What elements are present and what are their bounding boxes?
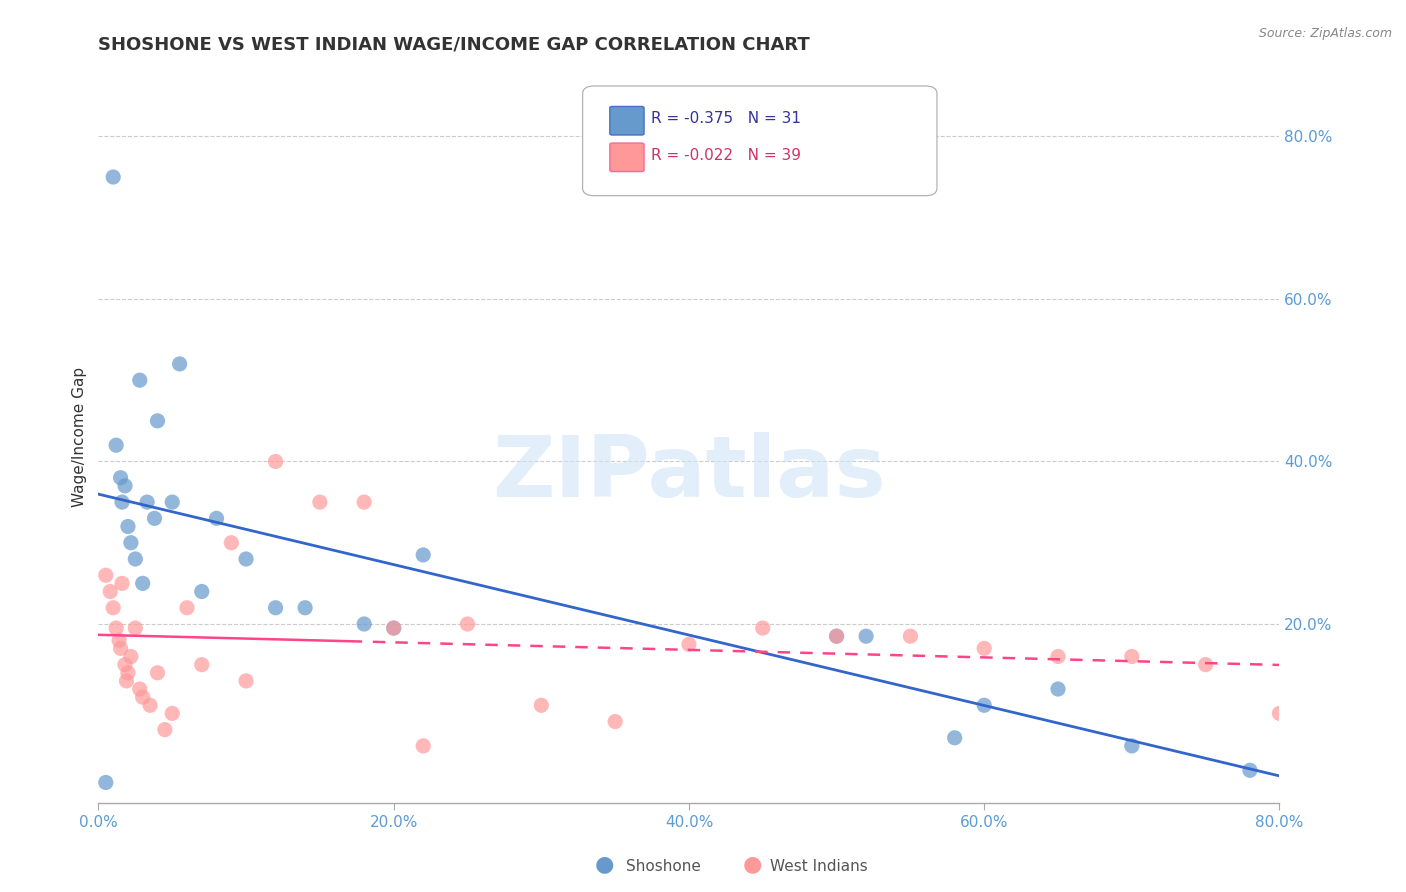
Point (103, 169, 125, 184)
Point (111, 495, 134, 509)
Text: West Indians: West Indians (770, 859, 869, 874)
Point (1046, 649, 1069, 664)
Point (105, 438, 128, 452)
Point (132, 576, 155, 591)
Point (94, 775, 117, 789)
Point (205, 511, 228, 525)
Point (264, 600, 287, 615)
Text: R = -0.022   N = 39: R = -0.022 N = 39 (651, 148, 801, 163)
FancyBboxPatch shape (610, 106, 644, 135)
Point (382, 621, 405, 635)
Point (153, 723, 176, 737)
Point (146, 414, 169, 428)
Point (162, 706, 183, 721)
Point (128, 681, 150, 696)
Point (605, 714, 627, 729)
Point (1121, 649, 1143, 664)
Point (124, 552, 146, 566)
Point (132, 690, 155, 705)
Text: ZIPatlas: ZIPatlas (492, 432, 886, 516)
Point (973, 641, 995, 656)
Point (353, 617, 375, 632)
Text: SHOSHONE VS WEST INDIAN WAGE/INCOME GAP CORRELATION CHART: SHOSHONE VS WEST INDIAN WAGE/INCOME GAP … (98, 36, 810, 54)
Text: ●: ● (595, 855, 614, 874)
Point (191, 584, 214, 599)
Point (117, 665, 139, 680)
Text: Shoshone: Shoshone (626, 859, 700, 874)
Point (110, 641, 132, 656)
FancyBboxPatch shape (582, 86, 936, 195)
Point (1239, 764, 1261, 778)
Point (294, 600, 316, 615)
Point (530, 698, 553, 713)
Point (973, 698, 995, 713)
FancyBboxPatch shape (610, 143, 644, 171)
Point (855, 629, 877, 643)
Point (117, 519, 139, 533)
Text: ●: ● (742, 855, 762, 874)
Point (120, 535, 142, 549)
Point (825, 629, 848, 643)
Y-axis label: Wage/Income Gap: Wage/Income Gap (72, 367, 87, 508)
Point (120, 649, 142, 664)
Point (943, 731, 966, 745)
Point (678, 637, 700, 651)
Point (264, 454, 287, 468)
Point (1195, 657, 1218, 672)
Point (94, 568, 117, 582)
Point (412, 548, 434, 562)
Point (108, 633, 131, 648)
Point (412, 739, 434, 753)
Point (128, 373, 150, 387)
Point (110, 471, 132, 485)
Text: Source: ZipAtlas.com: Source: ZipAtlas.com (1258, 27, 1392, 40)
Point (146, 665, 169, 680)
Point (1046, 681, 1069, 696)
Point (136, 495, 159, 509)
Point (115, 673, 138, 688)
Point (114, 657, 136, 672)
Point (162, 495, 183, 509)
Point (105, 621, 128, 635)
Point (169, 357, 191, 371)
Point (143, 511, 166, 525)
Point (191, 657, 214, 672)
Text: R = -0.375   N = 31: R = -0.375 N = 31 (651, 112, 801, 127)
Point (309, 495, 332, 509)
Point (111, 576, 134, 591)
Point (219, 535, 242, 549)
Point (1121, 739, 1143, 753)
Point (900, 629, 922, 643)
Point (176, 600, 198, 615)
Point (98, 584, 121, 599)
Point (103, 600, 125, 615)
Point (382, 621, 405, 635)
Point (825, 629, 848, 643)
Point (235, 673, 257, 688)
Point (353, 495, 375, 509)
Point (124, 621, 146, 635)
Point (114, 479, 136, 493)
Point (235, 552, 257, 566)
Point (139, 698, 162, 713)
Point (751, 621, 773, 635)
Point (456, 617, 478, 632)
Point (1268, 706, 1291, 721)
